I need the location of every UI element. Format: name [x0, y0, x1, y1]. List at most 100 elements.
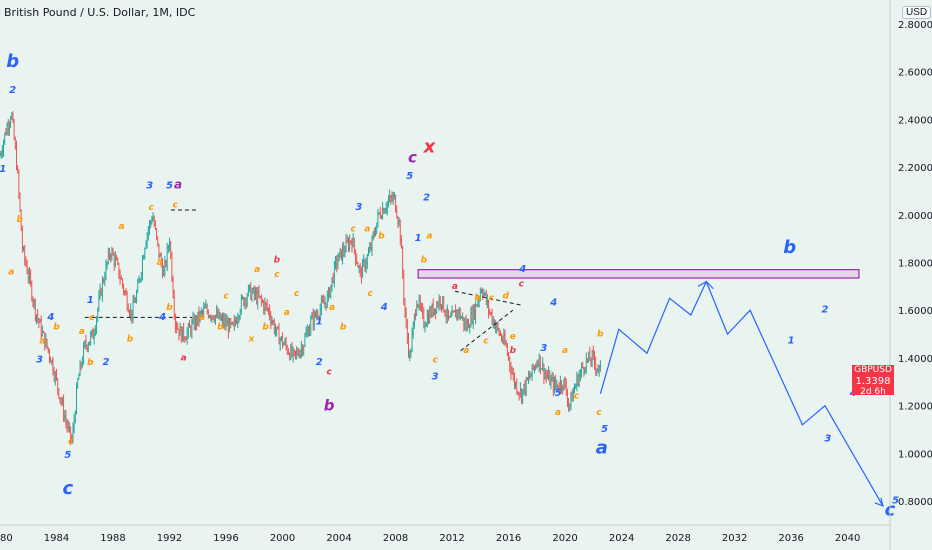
wave-label: 3: [540, 343, 547, 354]
wave-label: 4: [46, 312, 54, 323]
x-tick-label: 1980: [0, 533, 13, 544]
x-tick-label: 2040: [835, 533, 860, 544]
wave-label: c: [489, 294, 495, 304]
wave-label: a: [174, 178, 182, 192]
y-tick-label: 2.4000: [898, 115, 932, 126]
x-tick-label: 1992: [157, 533, 182, 544]
wave-label: 3: [432, 371, 439, 382]
wave-label: a: [555, 408, 561, 418]
wave-label: c: [89, 313, 95, 323]
wave-label: c: [223, 291, 229, 301]
projection-arrowhead: [697, 280, 714, 290]
wave-label: a: [181, 353, 187, 363]
y-tick-label: 1.4000: [898, 354, 932, 365]
wave-label: c: [274, 270, 280, 280]
projection-arrowhead: [874, 497, 884, 507]
currency-button[interactable]: USD: [902, 6, 932, 19]
wave-label: b: [166, 303, 173, 313]
x-tick-label: 2008: [383, 533, 408, 544]
chart-title: British Pound / U.S. Dollar, 1M, IDC: [4, 6, 196, 19]
wave-label: b: [17, 215, 24, 225]
wave-label: b: [87, 358, 94, 368]
y-tick-label: 1.0000: [898, 449, 932, 460]
wave-label: b: [597, 329, 604, 339]
trend-line: [454, 290, 523, 306]
x-tick-label: 2012: [439, 533, 464, 544]
x-tick-label: 1996: [213, 533, 238, 544]
wave-label: 1: [0, 164, 6, 175]
wave-label: c: [351, 224, 357, 234]
wave-label: d: [503, 291, 510, 301]
wave-label: 2: [316, 357, 323, 368]
wave-label: a: [79, 327, 85, 337]
wave-label: b: [378, 232, 385, 242]
wave-label: a: [39, 337, 45, 347]
x-tick-label: 1984: [44, 533, 69, 544]
wave-label: 2: [9, 85, 16, 96]
wave-label: 5: [555, 388, 562, 399]
wave-label: a: [199, 313, 205, 323]
wave-label: 4: [518, 264, 526, 275]
wave-label: c: [596, 408, 602, 418]
wave-label: 1: [87, 295, 94, 306]
wave-label: 5: [166, 181, 173, 192]
wave-label: a: [8, 267, 14, 277]
wave-label: b: [324, 396, 335, 414]
wave-label: c: [68, 437, 74, 447]
wave-label: a: [426, 232, 432, 242]
y-tick-label: 2.6000: [898, 68, 932, 79]
wave-label: x: [248, 334, 256, 344]
wave-label: 5: [601, 424, 608, 435]
wave-label: 5: [64, 450, 71, 461]
y-tick-label: 2.2000: [898, 163, 932, 174]
wave-label: 3: [36, 355, 43, 366]
x-tick-label: 2000: [270, 533, 295, 544]
wave-label: 2: [102, 357, 109, 368]
price-tag: GBPUSD 1.3398 2d 6h: [852, 365, 894, 397]
y-tick-label: 1.2000: [898, 402, 932, 413]
y-tick-label: 1.8000: [898, 259, 932, 270]
x-tick-label: 2016: [496, 533, 521, 544]
wave-label: a: [463, 346, 469, 356]
y-tick-label: 0.8000: [898, 497, 932, 508]
projection-line: [599, 280, 884, 507]
wave-label: b: [53, 322, 60, 332]
wave-label: a: [157, 258, 163, 268]
wave-label: 2: [822, 305, 829, 316]
wave-label: 5: [406, 171, 413, 182]
wave-label: c: [173, 201, 179, 211]
y-tick-label: 2.8000: [898, 20, 932, 31]
y-tick-label: 1.6000: [898, 306, 932, 317]
wave-label: c: [367, 289, 373, 299]
wave-label: 1: [788, 336, 795, 347]
wave-label: x: [423, 137, 437, 158]
wave-label: b: [262, 322, 269, 332]
wave-label: a: [329, 303, 335, 313]
wave-label: c: [483, 337, 489, 347]
wave-label: b: [474, 294, 481, 304]
wave-label: 4: [380, 302, 388, 313]
wave-label: b: [127, 334, 134, 344]
wave-label: c: [408, 148, 417, 166]
wave-label: 4: [158, 312, 166, 323]
wave-label: c: [148, 203, 154, 213]
price-symbol: GBPUSD: [854, 365, 892, 375]
x-axis[interactable]: 1980 1984 1988 1992 1996 2000 2004 2008 2012 2016…: [0, 524, 890, 544]
x-tick-label: 2020: [552, 533, 577, 544]
wave-label: a: [364, 224, 370, 234]
x-tick-label: 2024: [609, 533, 634, 544]
resistance-zone-rect: [417, 269, 860, 279]
y-axis[interactable]: 0.8000 1.0000 1.2000 1.4000 1.6000 1.8000 2.00…: [889, 0, 932, 550]
wave-label: c: [574, 392, 580, 402]
projection-path: [599, 280, 884, 507]
wave-label: c: [294, 289, 300, 299]
resistance-zone: [417, 269, 860, 279]
wave-label: 1: [316, 317, 323, 328]
wave-label: a: [596, 437, 608, 458]
price-value: 1.3398: [855, 376, 891, 387]
wave-label: a: [562, 346, 568, 356]
wave-label: e: [510, 332, 516, 342]
wave-label: a: [254, 265, 260, 275]
